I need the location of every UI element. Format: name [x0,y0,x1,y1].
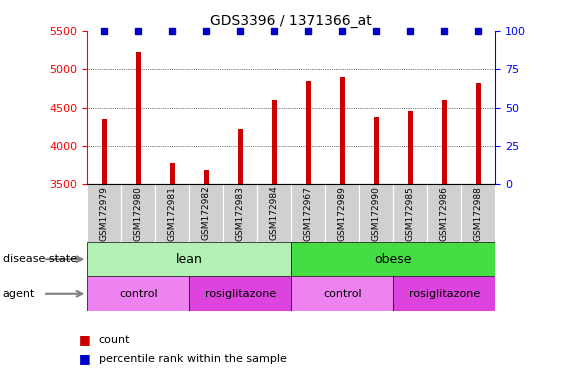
Text: GSM172980: GSM172980 [134,186,143,240]
Bar [238,129,243,184]
Bar [394,184,427,242]
Bar [204,170,209,184]
Text: GSM172982: GSM172982 [202,186,211,240]
Text: GSM172984: GSM172984 [270,186,279,240]
Bar [340,77,345,184]
Bar [374,117,379,184]
Text: GSM172986: GSM172986 [440,186,449,240]
Text: GSM172983: GSM172983 [236,186,245,240]
Text: control: control [323,289,361,299]
Bar [292,276,394,311]
Bar [427,184,462,242]
Text: GSM172979: GSM172979 [100,186,109,240]
Bar [189,184,224,242]
Text: obese: obese [374,253,412,266]
Text: control: control [119,289,158,299]
Text: GSM172985: GSM172985 [406,186,415,240]
Title: GDS3396 / 1371366_at: GDS3396 / 1371366_at [211,14,372,28]
Text: rosiglitazone: rosiglitazone [409,289,480,299]
Bar [292,242,495,276]
Bar [170,163,175,184]
Bar [476,83,481,184]
Bar [408,111,413,184]
Bar [87,242,292,276]
Text: GSM172988: GSM172988 [474,186,483,240]
Bar [442,100,447,184]
Bar [87,184,121,242]
Bar [155,184,189,242]
Bar [257,184,292,242]
Text: GSM172990: GSM172990 [372,186,381,240]
Bar [224,184,257,242]
Bar [121,184,155,242]
Text: count: count [99,335,130,345]
Text: GSM172989: GSM172989 [338,186,347,240]
Bar [189,276,292,311]
Bar [136,52,141,184]
Text: agent: agent [3,289,35,299]
Bar [292,184,325,242]
Bar [272,100,277,184]
Bar [102,119,107,184]
Bar [359,184,394,242]
Bar [87,276,189,311]
Bar [394,276,495,311]
Text: rosiglitazone: rosiglitazone [205,289,276,299]
Text: GSM172967: GSM172967 [304,186,313,240]
Text: lean: lean [176,253,203,266]
Bar [306,81,311,184]
Text: percentile rank within the sample: percentile rank within the sample [99,354,287,364]
Bar [325,184,359,242]
Text: disease state: disease state [3,254,77,264]
Bar [462,184,495,242]
Text: ■: ■ [79,333,91,346]
Text: GSM172981: GSM172981 [168,186,177,240]
Text: ■: ■ [79,353,91,366]
